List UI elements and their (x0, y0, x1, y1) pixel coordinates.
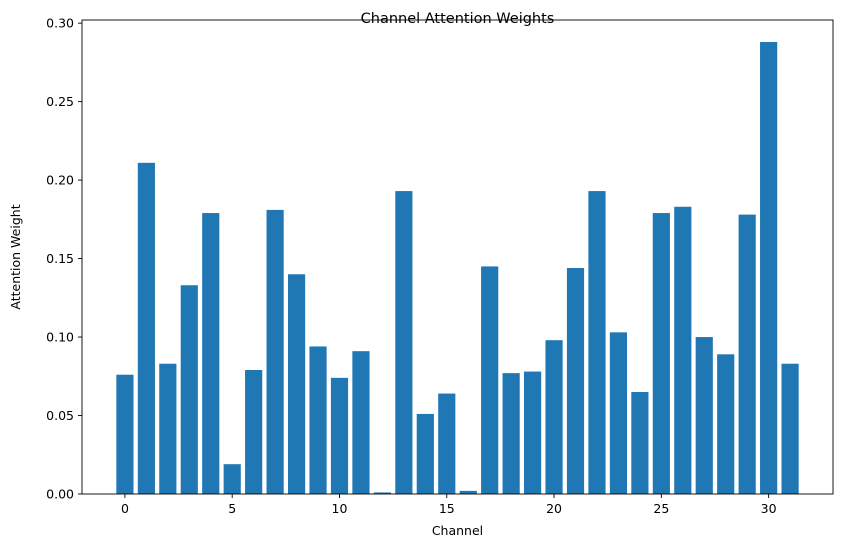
x-tick-label: 0 (121, 501, 129, 516)
bar-channel-20 (545, 340, 563, 494)
bar-channel-6 (245, 370, 263, 494)
x-axis-ticks: 0 5 10 15 20 25 30 (121, 494, 777, 516)
x-tick-label: 15 (439, 501, 455, 516)
bar-channel-30 (760, 41, 778, 494)
bar-channel-31 (781, 363, 799, 494)
bar-channel-29 (738, 214, 756, 494)
bar-channel-4 (202, 213, 220, 495)
bar-channel-18 (502, 373, 520, 494)
y-axis-label: Attention Weight (8, 204, 23, 309)
bar-channel-27 (695, 337, 713, 494)
bar-channel-25 (652, 213, 670, 495)
bar-channel-7 (266, 209, 284, 494)
x-tick-label: 5 (228, 501, 236, 516)
bar-channel-13 (395, 191, 413, 494)
bar-channel-12 (373, 492, 391, 494)
bar-channel-0 (116, 374, 134, 494)
y-tick-label: 0.05 (46, 408, 74, 423)
x-tick-label: 25 (653, 501, 669, 516)
bar-channel-14 (416, 413, 434, 494)
bar-channel-23 (609, 332, 628, 494)
y-axis-ticks: 0.00 0.05 0.10 0.15 0.20 0.25 0.30 (46, 16, 82, 502)
x-axis-label: Channel (432, 523, 483, 538)
bar-channel-1 (137, 162, 155, 494)
x-tick-label: 10 (332, 501, 348, 516)
y-tick-label: 0.00 (46, 487, 74, 502)
y-tick-label: 0.20 (46, 173, 74, 188)
x-tick-label: 30 (761, 501, 777, 516)
bar-channel-17 (481, 266, 499, 494)
bar-channel-2 (159, 363, 177, 494)
bar-channel-28 (717, 354, 735, 494)
bar-channel-22 (588, 191, 606, 494)
bar-channel-26 (674, 206, 692, 494)
bar-channel-21 (566, 267, 585, 494)
y-tick-label: 0.25 (46, 94, 74, 109)
x-tick-label: 20 (546, 501, 562, 516)
plot-frame (81, 19, 834, 495)
bars-group (116, 41, 799, 495)
bar-channel-10 (330, 377, 349, 494)
bar-channel-11 (352, 351, 370, 494)
bar-channel-16 (459, 490, 477, 494)
bar-channel-24 (631, 391, 649, 494)
y-tick-label: 0.10 (46, 330, 74, 345)
bar-channel-3 (180, 285, 198, 494)
bar-channel-9 (309, 346, 327, 494)
bar-channel-15 (438, 393, 456, 494)
bar-channel-5 (223, 464, 241, 494)
y-tick-label: 0.30 (46, 16, 74, 31)
y-tick-label: 0.15 (46, 251, 74, 266)
bar-channel-8 (287, 274, 306, 494)
chart-title: Channel Attention Weights (361, 11, 555, 27)
bar-channel-19 (524, 371, 542, 494)
